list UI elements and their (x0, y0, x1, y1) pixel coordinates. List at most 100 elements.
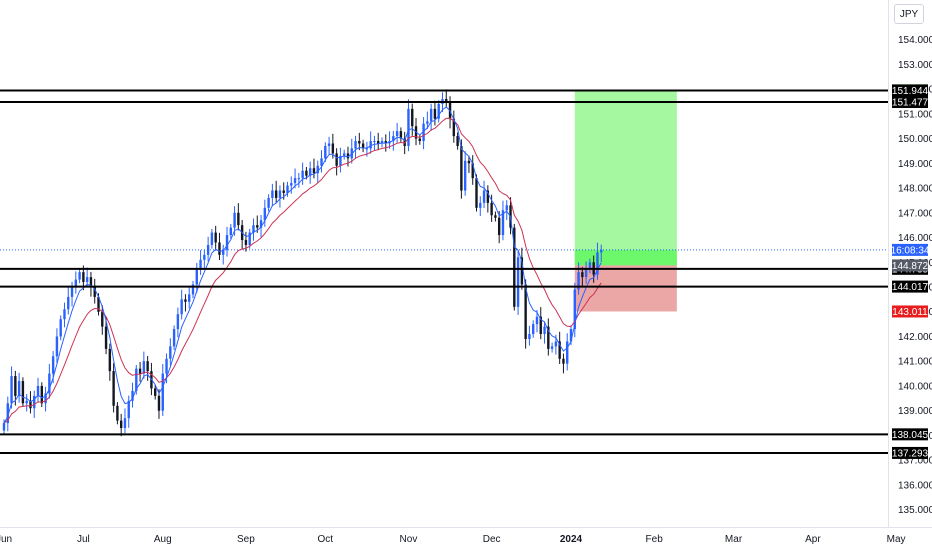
candle-body (354, 141, 357, 149)
candle-body (490, 202, 493, 216)
candle-body (335, 153, 338, 166)
candle-body (433, 108, 437, 119)
x-tick-label: Sep (237, 534, 255, 545)
candle-body (494, 215, 497, 218)
y-tick-label: 146.000 (898, 233, 932, 244)
target-zone (574, 90, 677, 266)
candle-body (395, 131, 399, 137)
candle-body (581, 272, 584, 278)
candle-body (584, 269, 588, 278)
candle-body (316, 165, 319, 174)
candle-body (411, 108, 414, 127)
candle-body (82, 272, 85, 283)
candle-body (543, 326, 546, 335)
x-tick-label: Mar (725, 534, 743, 545)
candle-body (445, 98, 448, 102)
candle-body (222, 249, 225, 255)
candle-body (206, 244, 210, 255)
candle-body (237, 212, 240, 226)
candle-body (547, 326, 550, 349)
candle-body (532, 324, 535, 335)
candle-body (361, 143, 365, 149)
candle-body (513, 227, 516, 307)
candle-body (161, 373, 164, 411)
candle-body (327, 143, 331, 146)
candle-body (448, 101, 452, 119)
y-tick-label: 137.000 (898, 456, 932, 467)
candle-body (108, 348, 112, 372)
candle-body (233, 212, 236, 228)
candle-body (142, 361, 146, 374)
candle-body (104, 326, 108, 349)
candle-body (199, 259, 202, 270)
candle-body (528, 334, 531, 339)
candle-body (195, 269, 198, 285)
candle-body (573, 289, 576, 330)
candle-body (479, 202, 482, 208)
candle-body (97, 296, 100, 312)
candle-body (138, 368, 142, 374)
candle-body (17, 381, 21, 396)
candle-body (157, 395, 161, 411)
candle-body (63, 309, 66, 320)
candle-body (429, 108, 433, 122)
y-tick-label: 135.000 (898, 505, 932, 516)
candle-body (562, 358, 565, 364)
candle-body (456, 136, 459, 146)
level-badge-bg (892, 96, 928, 109)
candles (2, 89, 603, 437)
level-badge: 151.944 (892, 84, 929, 97)
y-tick-label: 139.000 (898, 406, 932, 417)
candle-body (497, 217, 501, 236)
candle-body (486, 190, 490, 203)
candle-body (14, 376, 17, 396)
candle-body (297, 178, 301, 180)
candle-body (373, 141, 376, 143)
level-badge-bg (892, 84, 928, 97)
x-tick-label: Feb (646, 534, 664, 545)
countdown-badge: 16:08:34 (891, 243, 930, 256)
level-badge-bg (892, 446, 928, 459)
candle-body (282, 190, 285, 193)
support-resistance-lines[interactable] (0, 89, 888, 454)
candle-body (21, 381, 25, 404)
candle-body (407, 108, 410, 146)
candle-body (176, 314, 180, 330)
candle-body (203, 254, 206, 260)
candle-body (67, 296, 70, 310)
candle-body (596, 252, 599, 275)
moving-averages (3, 106, 602, 424)
y-tick-label: 151.000 (898, 109, 932, 120)
candle-body (384, 141, 387, 144)
candle-body (558, 341, 561, 359)
candle-body (569, 329, 573, 342)
candle-body (463, 160, 467, 191)
y-tick-label: 136.000 (898, 480, 932, 491)
time-axis[interactable]: Jun Jul Aug Sep Oct Nov Dec 2024 Feb Mar Apr May (0, 527, 932, 546)
candle-body (365, 148, 369, 150)
candle-body (263, 207, 267, 221)
candle-body (59, 319, 62, 337)
stop-badge-text: 143.011 (892, 307, 928, 318)
candle-body (566, 341, 569, 364)
countdown-badge-bg (892, 243, 928, 256)
level-badge: 138.045 (892, 428, 929, 441)
x-tick-label: Dec (483, 534, 501, 545)
candle-body (331, 143, 335, 154)
stop-badge-bg (892, 305, 928, 318)
candle-body (85, 277, 89, 283)
candle-body (165, 358, 168, 374)
x-tick-label: Oct (318, 534, 334, 545)
profit-zone-filled (574, 249, 677, 266)
candle-body (339, 155, 342, 166)
candle-body (29, 400, 32, 409)
y-tick-label: 141.000 (898, 357, 932, 368)
candle-body (36, 385, 40, 396)
x-tick-label: 2024 (560, 534, 583, 545)
level-badge-text: 144.017 (892, 282, 929, 293)
x-tick-label: Aug (154, 534, 172, 545)
candle-body (33, 395, 36, 409)
y-tick-label: 150.000 (898, 134, 932, 145)
currency-label[interactable]: JPY (894, 4, 924, 24)
